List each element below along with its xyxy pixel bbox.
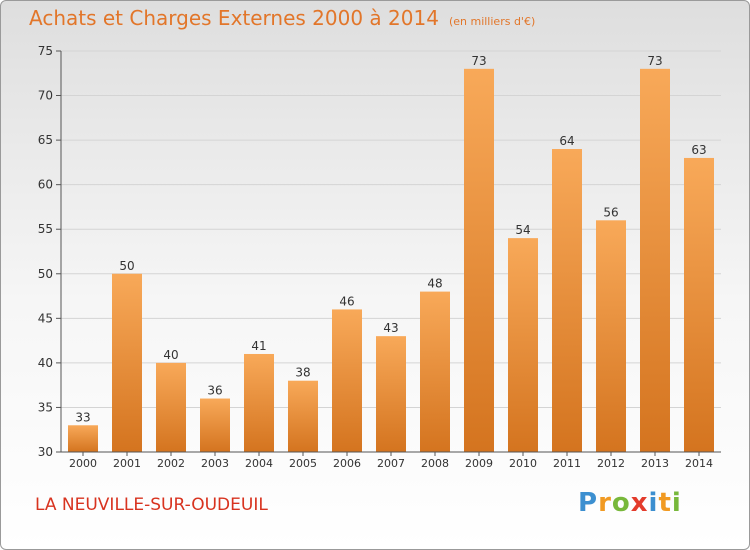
logo-letter: i (671, 488, 682, 518)
x-tick-label: 2002 (157, 457, 185, 470)
logo-letter: P (578, 488, 599, 518)
chart-unit: (en milliers d'€) (448, 15, 536, 28)
logo-letter: i (648, 488, 659, 518)
bar-2012 (596, 220, 626, 452)
x-tick-label: 2001 (113, 457, 141, 470)
data-label: 41 (251, 339, 266, 353)
y-tick-label: 75 (38, 44, 53, 58)
x-tick-label: 2009 (465, 457, 493, 470)
bar-2014 (684, 157, 714, 452)
bar-2011 (552, 149, 582, 452)
y-tick-label: 45 (38, 311, 53, 325)
logo-letter: x (630, 488, 649, 518)
data-label: 56 (603, 205, 618, 219)
data-label: 38 (295, 366, 310, 380)
data-label: 33 (75, 410, 90, 424)
x-tick-label: 2005 (289, 457, 317, 470)
logo-letter: t (658, 488, 672, 518)
bar-2006 (332, 309, 362, 452)
y-tick-label: 55 (38, 222, 53, 236)
x-tick-label: 2014 (685, 457, 713, 470)
data-label: 48 (427, 277, 442, 291)
bar-2013 (640, 68, 670, 453)
data-label: 36 (207, 384, 222, 398)
x-tick-label: 2003 (201, 457, 229, 470)
data-label: 64 (559, 134, 574, 148)
data-label: 63 (691, 143, 706, 157)
y-tick-label: 50 (38, 267, 53, 281)
chart-title: Achats et Charges Externes 2000 à 2014 (e… (29, 6, 535, 30)
x-tick-label: 2013 (641, 457, 669, 470)
bar-2004 (244, 353, 274, 452)
y-tick-label: 70 (38, 89, 53, 103)
data-label: 54 (515, 223, 530, 237)
data-label: 46 (339, 294, 354, 308)
bar-2010 (508, 238, 538, 452)
data-label: 50 (119, 259, 134, 273)
x-tick-label: 2010 (509, 457, 537, 470)
x-tick-label: 2008 (421, 457, 449, 470)
bar-2009 (464, 68, 494, 453)
proxiti-logo: Proxiti (578, 488, 682, 518)
x-tick-label: 2011 (553, 457, 581, 470)
x-tick-label: 2000 (69, 457, 97, 470)
bar-2005 (288, 380, 318, 452)
data-label: 43 (383, 321, 398, 335)
x-tick-label: 2012 (597, 457, 625, 470)
bar-2008 (420, 291, 450, 452)
commune-name: LA NEUVILLE-SUR-OUDEUIL (35, 495, 268, 515)
x-tick-label: 2004 (245, 457, 273, 470)
axes: 30 35 40 45 50 55 60 65 70 75 2000 2001 2002 2003 2004… (38, 44, 721, 470)
y-tick-label: 65 (38, 133, 53, 147)
data-label: 40 (163, 348, 178, 362)
x-tick-label: 2006 (333, 457, 361, 470)
logo-letter: o (611, 488, 631, 518)
bars: 33 50 40 36 41 38 46 43 48 73 54 64 56 73 63 (68, 54, 714, 453)
bar-2001 (112, 273, 142, 452)
chart-title-text: Achats et Charges Externes 2000 à 2014 (29, 6, 439, 30)
y-tick-label: 60 (38, 178, 53, 192)
data-label: 73 (471, 54, 486, 68)
y-tick-label: 35 (38, 400, 53, 414)
bar-2007 (376, 336, 406, 452)
y-tick-label: 40 (38, 356, 53, 370)
y-tick-label: 30 (38, 445, 53, 459)
bar-2000 (68, 425, 98, 452)
logo-letter: r (598, 488, 612, 518)
bar-2002 (156, 362, 186, 452)
bar-2003 (200, 398, 230, 452)
data-label: 73 (647, 54, 662, 68)
x-tick-label: 2007 (377, 457, 405, 470)
